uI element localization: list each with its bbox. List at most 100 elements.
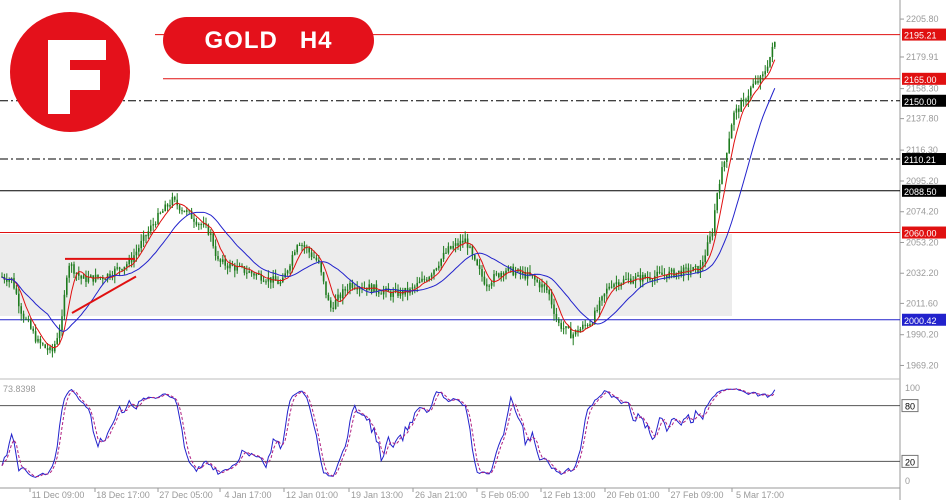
candle-body — [632, 281, 634, 284]
candle-body — [447, 246, 450, 253]
candle-body — [442, 252, 445, 259]
candle-body — [649, 277, 651, 280]
candle-body — [615, 282, 618, 285]
candle-body — [421, 278, 423, 282]
candle-body — [462, 240, 464, 243]
price-tick-label: 2074.20 — [906, 207, 939, 217]
candle-body — [430, 274, 433, 278]
annotation-trendline — [71, 275, 137, 314]
candle-body — [25, 318, 27, 320]
candle-body — [582, 324, 584, 329]
candle-body — [80, 275, 82, 279]
candle-body — [500, 272, 502, 278]
candle-body — [135, 251, 138, 256]
candle-body — [423, 278, 426, 280]
candle-body — [346, 289, 349, 291]
price-tick-label: 2116.30 — [906, 145, 938, 155]
candle-body — [579, 328, 582, 333]
candle-body — [440, 258, 442, 266]
candle-body — [656, 271, 658, 277]
candle-body — [476, 259, 478, 266]
candle-body — [109, 273, 111, 277]
candle-body — [332, 307, 334, 309]
candle-body — [740, 101, 742, 112]
candle-body — [510, 266, 512, 268]
candle-body — [198, 224, 200, 226]
time-tick-label: 26 Jan 21:00 — [415, 490, 467, 500]
candle-body — [186, 210, 188, 212]
candle-body — [738, 108, 740, 112]
candle-body — [15, 288, 18, 294]
candle-body — [764, 71, 766, 75]
oscillator-tick-label: 0 — [905, 476, 910, 486]
candle-body — [102, 277, 104, 280]
candle-body — [550, 294, 553, 305]
candle-body — [452, 245, 454, 249]
candle-body — [32, 328, 34, 332]
candle-body — [301, 245, 303, 247]
candle-body — [265, 281, 267, 283]
candle-body — [121, 269, 123, 271]
candle-body — [560, 322, 562, 329]
candle-body — [58, 330, 61, 339]
candle-body — [670, 269, 673, 272]
oscillator-tag — [901, 399, 919, 413]
candle-body — [51, 347, 54, 352]
candle-body — [291, 254, 294, 266]
candle-body — [150, 225, 152, 232]
candle-body — [255, 273, 258, 276]
candle-body — [147, 231, 150, 237]
candle-body — [416, 283, 418, 287]
candle-body — [762, 74, 764, 77]
level-tag-label: 2150.00 — [904, 97, 937, 107]
candle-body — [387, 288, 390, 292]
candle-body — [514, 271, 517, 276]
candle-body — [207, 225, 210, 235]
candle-body — [351, 282, 354, 288]
price-tick-label: 2137.80 — [906, 114, 939, 124]
oscillator-tick-label: 20 — [905, 457, 915, 467]
candle-body — [558, 318, 560, 323]
candle-body — [502, 272, 505, 275]
candle-body — [30, 320, 32, 329]
slow-moving-average — [1, 88, 776, 332]
candle-body — [574, 330, 577, 335]
candle-body — [274, 276, 277, 281]
candle-body — [562, 328, 565, 330]
candle-body — [118, 267, 121, 270]
candle-body — [154, 224, 157, 226]
candle-body — [157, 212, 159, 225]
candle-body — [138, 248, 140, 252]
candle-body — [507, 266, 510, 271]
candle-body — [18, 293, 20, 307]
candle-body — [418, 281, 421, 284]
candle-body — [392, 291, 394, 297]
candle-body — [402, 290, 404, 295]
candle-body — [174, 197, 176, 200]
time-tick-label: 18 Dec 17:00 — [96, 490, 150, 500]
candle-body — [474, 254, 476, 260]
candle-body — [610, 286, 613, 288]
candle-body — [315, 257, 318, 261]
level-tag-label: 2195.21 — [904, 31, 937, 41]
candle-body — [382, 290, 385, 295]
stochastic-main-line — [1, 388, 776, 478]
candle-body — [130, 258, 133, 263]
candle-body — [356, 288, 358, 290]
candle-body — [718, 183, 721, 194]
candle-body — [140, 240, 142, 249]
candle-body — [754, 81, 757, 84]
candle-body — [730, 124, 733, 139]
level-tag-label: 2110.21 — [904, 155, 936, 165]
candle-body — [531, 274, 534, 277]
candle-body — [126, 264, 128, 267]
time-tick-label: 12 Feb 13:00 — [542, 490, 595, 500]
candle-body — [306, 247, 308, 249]
candle-body — [22, 313, 25, 319]
candle-body — [464, 238, 466, 243]
candle-body — [303, 245, 306, 248]
candle-body — [162, 211, 164, 213]
candle-body — [538, 281, 541, 288]
candle-body — [493, 274, 495, 283]
candle-body — [519, 269, 522, 274]
